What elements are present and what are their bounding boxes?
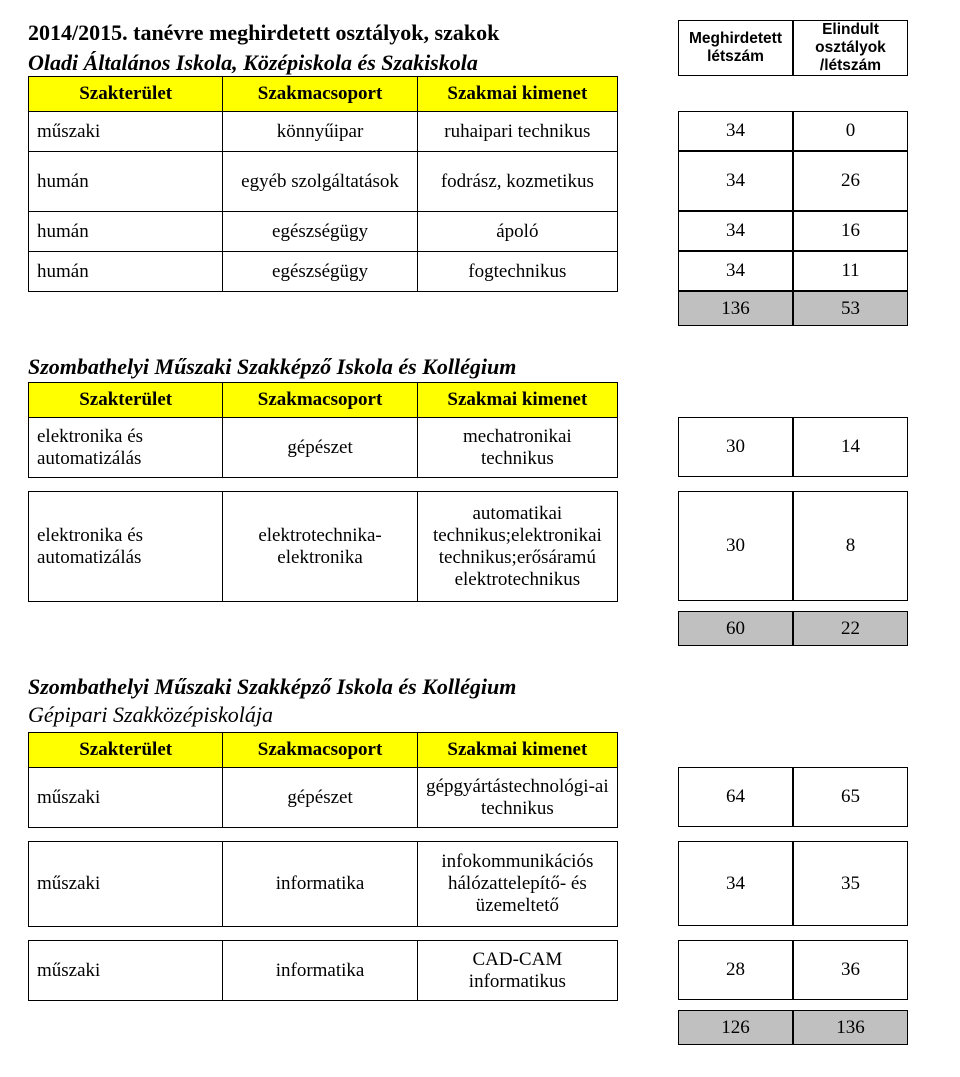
cell: automatikai technikus;elektronikai techn…: [417, 492, 617, 602]
th-szakmai-kimenet: Szakmai kimenet: [417, 77, 617, 112]
page-title: 2014/2015. tanévre meghirdetett osztályo…: [28, 20, 618, 46]
th-szakmai-kimenet: Szakmai kimenet: [417, 383, 617, 418]
num-started: 11: [793, 251, 908, 291]
cell: informatika: [223, 842, 417, 927]
num-started: 8: [793, 491, 908, 601]
school-name-2: Szombathelyi Műszaki Szakképző Iskola és…: [28, 354, 932, 380]
cell: fogtechnikus: [417, 252, 617, 292]
cell: mechatronikai technikus: [417, 418, 617, 478]
th-szakmacsoport: Szakmacsoport: [223, 77, 417, 112]
section-2: Szombathelyi Műszaki Szakképző Iskola és…: [28, 354, 932, 646]
cell: gépészet: [223, 768, 417, 828]
table-row: humánegyéb szolgáltatásokfodrász, kozmet…: [28, 151, 932, 211]
school-name-3: Szombathelyi Műszaki Szakképző Iskola és…: [28, 674, 932, 700]
num-started: 35: [793, 841, 908, 926]
cell: egyéb szolgáltatások: [223, 152, 417, 212]
th-szakterulet: Szakterület: [29, 733, 223, 768]
section-3: Szombathelyi Műszaki Szakképző Iskola és…: [28, 674, 932, 1045]
num-announced: 34: [678, 151, 793, 211]
cell: műszaki: [29, 941, 223, 1001]
cell: humán: [29, 212, 223, 252]
school-name-1: Oladi Általános Iskola, Középiskola és S…: [28, 50, 618, 76]
sub-school-name-3: Gépipari Szakközépiskolája: [28, 702, 932, 728]
table-row: humánegészségügyfogtechnikus 3411: [28, 251, 932, 291]
cell: gépészet: [223, 418, 417, 478]
num-announced: 28: [678, 940, 793, 1000]
table-row: elektronika és automatizálásgépészetmech…: [28, 417, 932, 477]
cell: elektrotechnika-elektronika: [223, 492, 417, 602]
num-started: 0: [793, 111, 908, 151]
cell: elektronika és automatizálás: [29, 418, 223, 478]
th-szakmai-kimenet: Szakmai kimenet: [417, 733, 617, 768]
num-header-started: Elindult osztályok /létszám: [793, 20, 908, 76]
cell: műszaki: [29, 842, 223, 927]
cell: informatika: [223, 941, 417, 1001]
table-row: műszakigépészetgépgyártástechnológi-ai t…: [28, 767, 932, 827]
num-header-announced: Meghirdetett létszám: [678, 20, 793, 76]
num-announced: 34: [678, 841, 793, 926]
th-szakmacsoport: Szakmacsoport: [223, 383, 417, 418]
total-started: 22: [793, 611, 908, 646]
cell: humán: [29, 152, 223, 212]
cell: egészségügy: [223, 252, 417, 292]
num-started: 14: [793, 417, 908, 477]
cell: gépgyártástechnológi-ai technikus: [417, 768, 617, 828]
num-started: 65: [793, 767, 908, 827]
th-szakterulet: Szakterület: [29, 383, 223, 418]
cell: CAD-CAM informatikus: [417, 941, 617, 1001]
cell: fodrász, kozmetikus: [417, 152, 617, 212]
total-announced: 136: [678, 291, 793, 326]
cell: infokommunikációs hálózattelepítő- és üz…: [417, 842, 617, 927]
num-announced: 30: [678, 491, 793, 601]
cell: humán: [29, 252, 223, 292]
table-row: műszakiinformatikaCAD-CAM informatikus 28…: [28, 940, 932, 1000]
table-row: humánegészségügyápoló 3416: [28, 211, 932, 251]
cell: ápoló: [417, 212, 617, 252]
cell: műszaki: [29, 768, 223, 828]
cell: egészségügy: [223, 212, 417, 252]
cell: műszaki: [29, 112, 223, 152]
cell: elektronika és automatizálás: [29, 492, 223, 602]
table-row: elektronika és automatizáláselektrotechn…: [28, 491, 932, 601]
section-1: 2014/2015. tanévre meghirdetett osztályo…: [28, 20, 932, 326]
total-announced: 126: [678, 1010, 793, 1045]
th-szakterulet: Szakterület: [29, 77, 223, 112]
total-started: 53: [793, 291, 908, 326]
table-row: műszakikönnyűiparruhaipari technikus 340: [28, 111, 932, 151]
total-announced: 60: [678, 611, 793, 646]
num-announced: 64: [678, 767, 793, 827]
num-started: 16: [793, 211, 908, 251]
total-started: 136: [793, 1010, 908, 1045]
num-announced: 34: [678, 111, 793, 151]
cell: ruhaipari technikus: [417, 112, 617, 152]
num-announced: 34: [678, 211, 793, 251]
th-szakmacsoport: Szakmacsoport: [223, 733, 417, 768]
cell: könnyűipar: [223, 112, 417, 152]
num-announced: 34: [678, 251, 793, 291]
table-row: műszakiinformatikainfokommunikációs háló…: [28, 841, 932, 926]
num-started: 26: [793, 151, 908, 211]
num-announced: 30: [678, 417, 793, 477]
num-started: 36: [793, 940, 908, 1000]
